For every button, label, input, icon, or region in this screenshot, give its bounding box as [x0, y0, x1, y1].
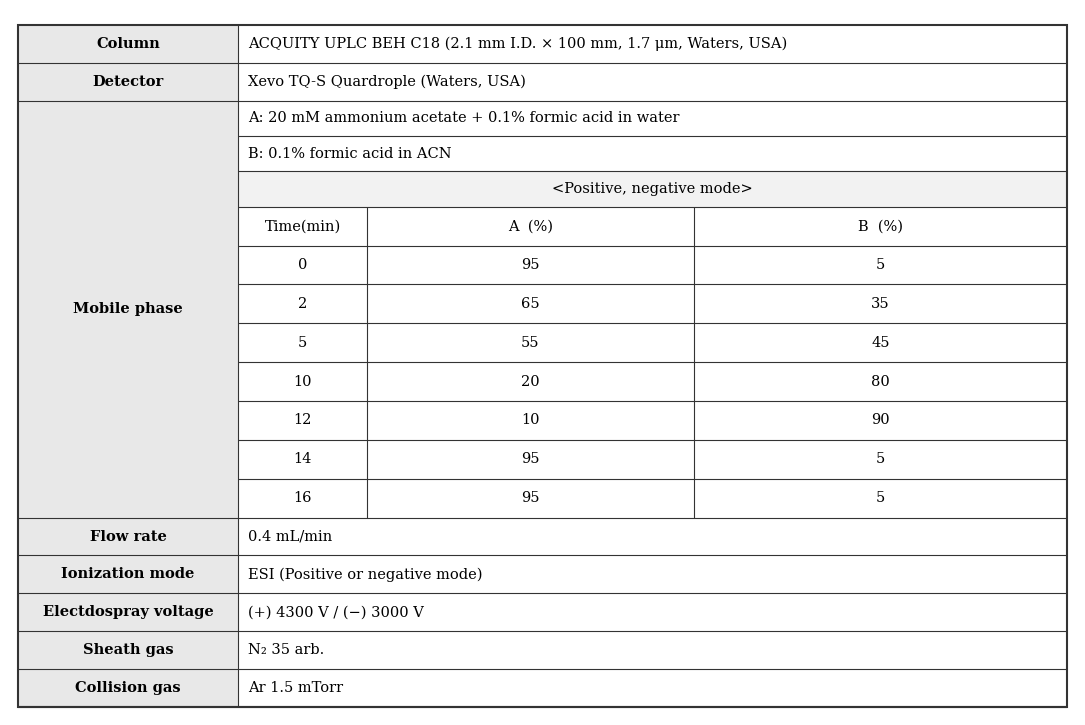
- Text: B: 0.1% formic acid in ACN: B: 0.1% formic acid in ACN: [248, 146, 452, 161]
- Bar: [18, 669, 239, 707]
- Text: 12: 12: [293, 413, 311, 428]
- Text: 5: 5: [876, 258, 885, 272]
- Text: Time(min): Time(min): [265, 219, 341, 233]
- Bar: [18, 631, 239, 669]
- Text: 0: 0: [297, 258, 307, 272]
- Text: 5: 5: [876, 452, 885, 466]
- Text: 20: 20: [521, 375, 539, 389]
- Text: 95: 95: [521, 491, 539, 505]
- Text: 90: 90: [871, 413, 890, 428]
- Text: 16: 16: [293, 491, 311, 505]
- Text: ESI (Positive or negative mode): ESI (Positive or negative mode): [248, 567, 483, 581]
- Text: Ionization mode: Ionization mode: [62, 568, 195, 581]
- Bar: [18, 555, 239, 593]
- Bar: [18, 518, 239, 555]
- Text: A  (%): A (%): [508, 219, 553, 233]
- Text: Column: Column: [97, 37, 159, 51]
- Text: 0.4 mL/min: 0.4 mL/min: [248, 529, 332, 544]
- Text: Mobile phase: Mobile phase: [74, 302, 183, 316]
- Text: A: 20 mM ammonium acetate + 0.1% formic acid in water: A: 20 mM ammonium acetate + 0.1% formic …: [248, 112, 680, 125]
- Text: N₂ 35 arb.: N₂ 35 arb.: [248, 643, 324, 657]
- Bar: [18, 25, 239, 63]
- Text: 95: 95: [521, 258, 539, 272]
- Text: Detector: Detector: [92, 75, 164, 89]
- Bar: [18, 101, 239, 518]
- Text: 35: 35: [871, 297, 890, 311]
- Text: 14: 14: [293, 452, 311, 466]
- Text: 45: 45: [871, 336, 890, 349]
- Text: (+) 4300 V / (−) 3000 V: (+) 4300 V / (−) 3000 V: [248, 605, 424, 619]
- Text: B  (%): B (%): [858, 219, 903, 233]
- Text: 80: 80: [871, 375, 890, 389]
- Text: 2: 2: [298, 297, 307, 311]
- Bar: [18, 593, 239, 631]
- Bar: [18, 63, 239, 101]
- Text: 5: 5: [876, 491, 885, 505]
- Text: 95: 95: [521, 452, 539, 466]
- Text: Electdospray voltage: Electdospray voltage: [42, 605, 214, 619]
- Text: <Positive, negative mode>: <Positive, negative mode>: [552, 182, 753, 196]
- Text: Sheath gas: Sheath gas: [82, 643, 174, 657]
- Text: Collision gas: Collision gas: [75, 681, 181, 695]
- Text: 10: 10: [293, 375, 311, 389]
- Text: Xevo TQ-S Quardrople (Waters, USA): Xevo TQ-S Quardrople (Waters, USA): [248, 75, 526, 89]
- Text: 55: 55: [521, 336, 539, 349]
- Text: Flow rate: Flow rate: [90, 529, 167, 544]
- Text: 5: 5: [298, 336, 307, 349]
- Bar: [239, 171, 1067, 207]
- Text: 65: 65: [521, 297, 539, 311]
- Text: ACQUITY UPLC BEH C18 (2.1 mm I.D. × 100 mm, 1.7 μm, Waters, USA): ACQUITY UPLC BEH C18 (2.1 mm I.D. × 100 …: [248, 37, 788, 51]
- Text: Ar 1.5 mTorr: Ar 1.5 mTorr: [248, 681, 344, 695]
- Text: 10: 10: [521, 413, 539, 428]
